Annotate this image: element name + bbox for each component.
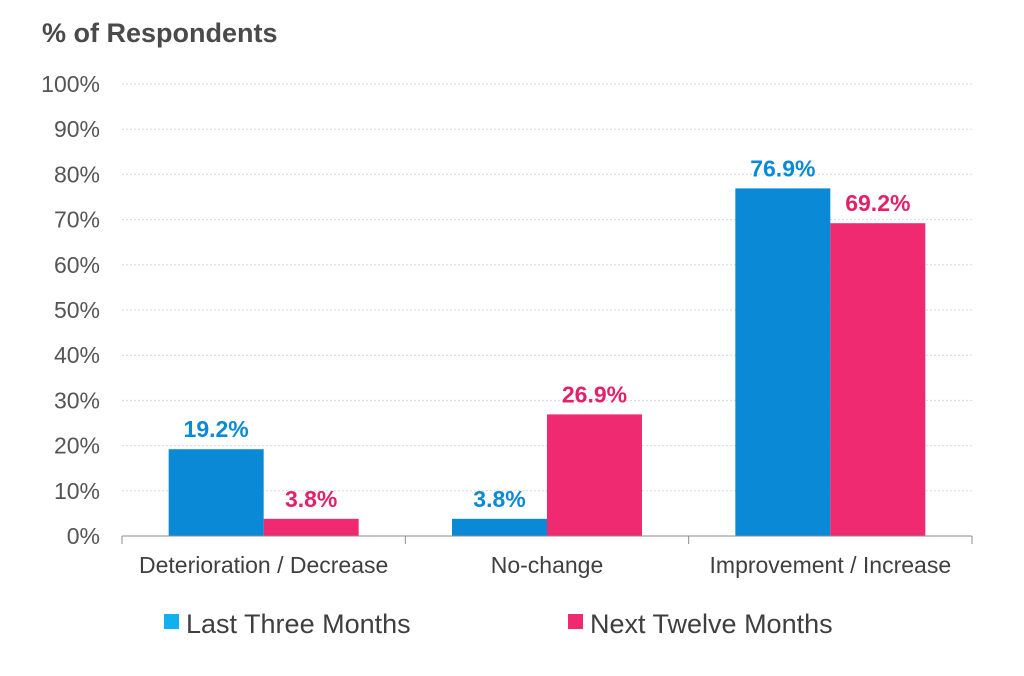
gridlines [122, 83, 972, 492]
x-category-label: Deterioration / Decrease [139, 552, 388, 578]
y-tick-label: 20% [54, 433, 100, 459]
y-tick-label: 10% [54, 478, 100, 504]
y-axis-title: % of Respondents [42, 18, 278, 48]
legend-swatch [568, 614, 583, 629]
x-axis [121, 535, 973, 544]
data-label: 26.9% [562, 381, 627, 407]
y-tick-label: 90% [54, 116, 100, 142]
y-tick-label: 30% [54, 387, 100, 413]
bar [452, 518, 547, 536]
y-tick-label: 50% [54, 297, 100, 323]
data-label: 3.8% [285, 486, 337, 512]
x-category-label: Improvement / Increase [710, 552, 952, 578]
data-label: 76.9% [750, 155, 815, 181]
bar [168, 449, 264, 536]
y-tick-label: 60% [54, 252, 100, 278]
y-tick-label: 40% [54, 342, 100, 368]
x-axis-categories: Deterioration / Decrease No-change Improve… [139, 552, 951, 578]
legend-label: Next Twelve Months [590, 609, 833, 639]
bars [168, 188, 926, 537]
bar [547, 414, 642, 536]
y-tick-label: 0% [67, 523, 100, 549]
y-tick-label: 80% [54, 161, 100, 187]
bar [830, 223, 926, 536]
bar [735, 188, 831, 537]
y-axis-ticks: 0% 10% 20% 30% 40% 50% 60% 70% 80% 90% 100% [41, 71, 100, 549]
data-label: 19.2% [184, 416, 249, 442]
data-labels: 19.2% 3.8% 3.8% 26.9% 76.9% 69.2% [184, 155, 911, 511]
y-tick-label: 70% [54, 207, 100, 233]
data-label: 3.8% [473, 486, 525, 512]
y-tick-label: 100% [41, 71, 100, 97]
legend-label: Last Three Months [186, 609, 411, 639]
legend: Last Three Months Next Twelve Months [164, 609, 833, 639]
data-label: 69.2% [845, 190, 910, 216]
legend-swatch [164, 614, 179, 629]
bar [263, 518, 359, 536]
x-category-label: No-change [491, 552, 604, 578]
